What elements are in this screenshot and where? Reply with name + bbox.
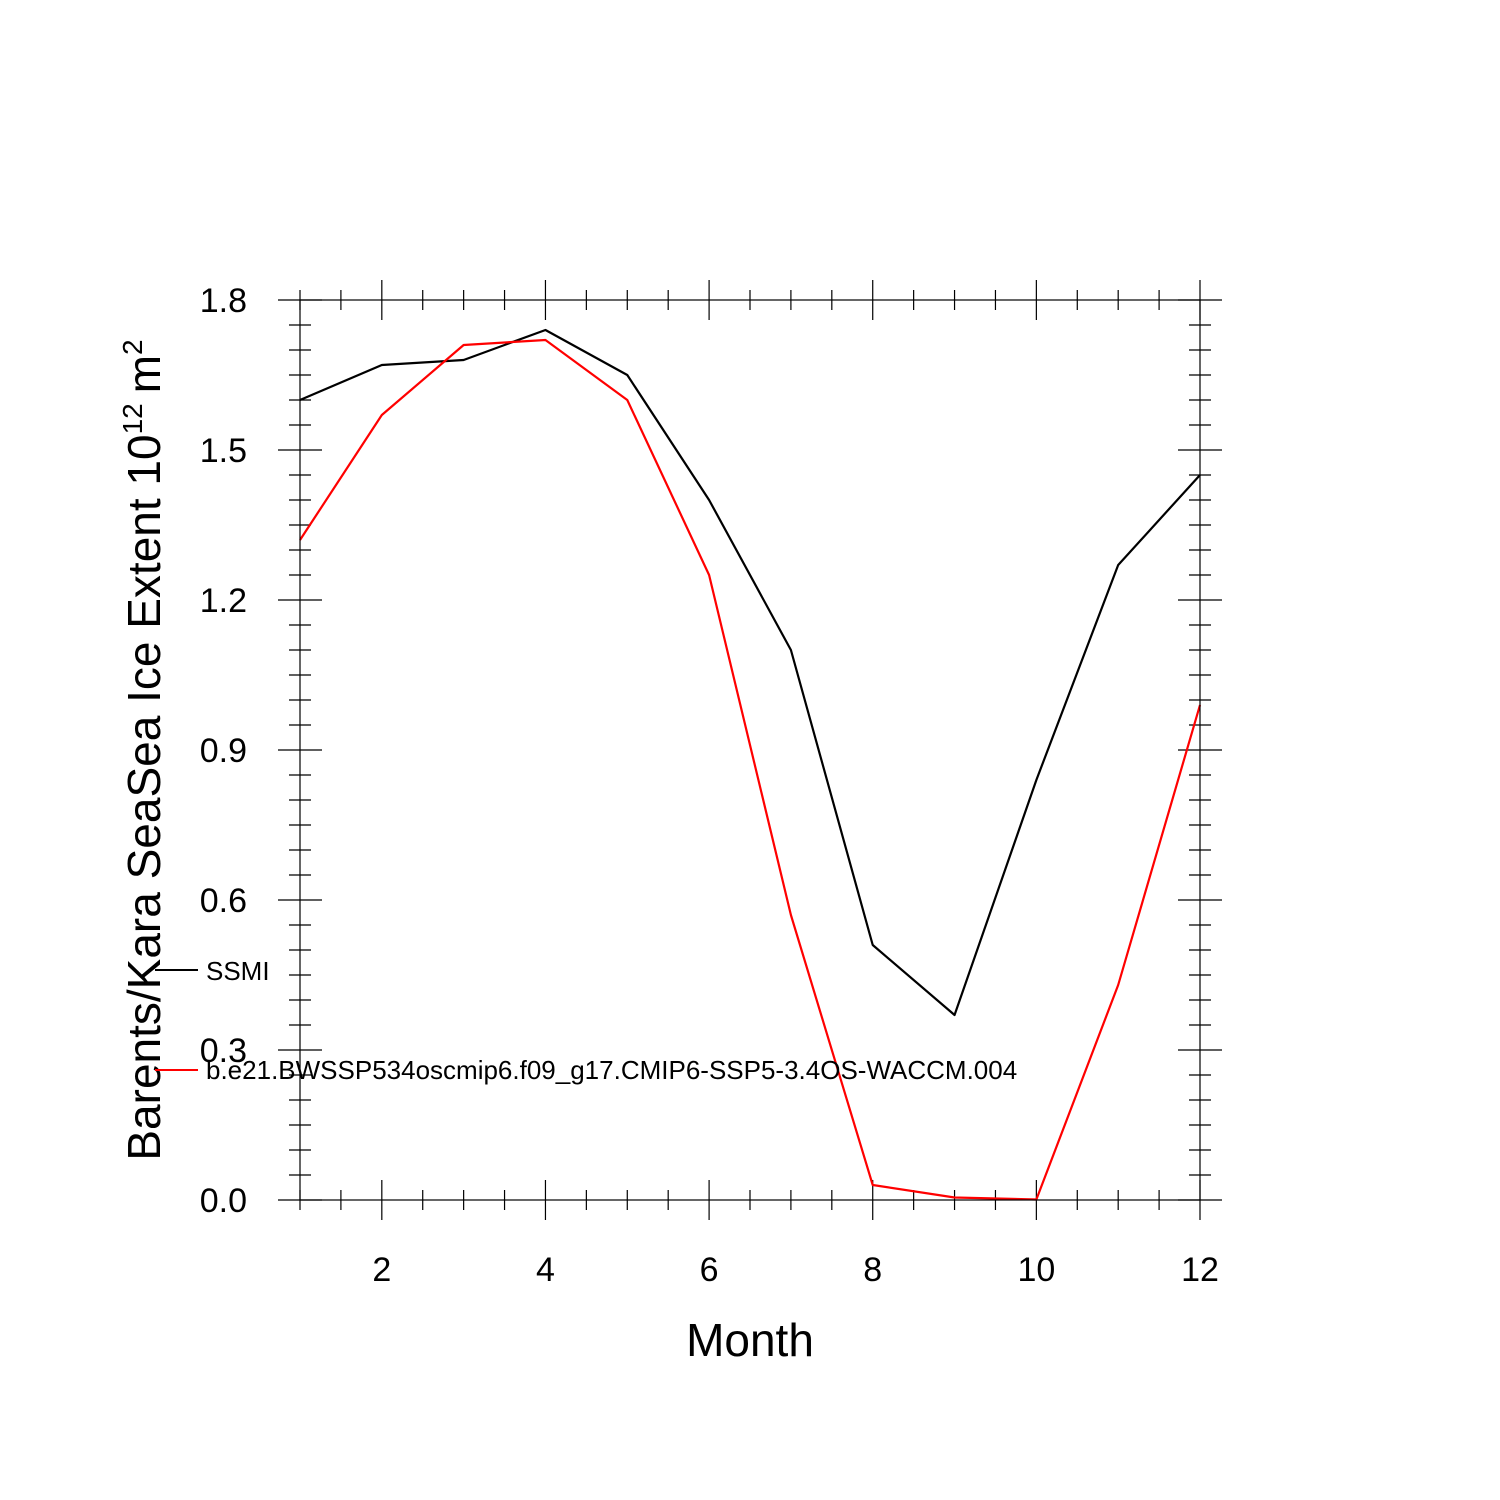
x-axis-title: Month [686,1314,814,1366]
legend-label-waccm: b.e21.BWSSP534oscmip6.f09_g17.CMIP6-SSP5… [206,1055,1017,1085]
legend: SSMI b.e21.BWSSP534oscmip6.f09_g17.CMIP6… [155,956,1017,1085]
tick-labels: 2 4 6 8 10 12 0.0 0.3 0.6 0.9 1.2 1.5 1.8 [200,282,1219,1289]
y-tick-label: 0.9 [200,732,247,770]
x-tick-label: 8 [863,1251,882,1289]
x-tick-label: 6 [700,1251,719,1289]
y-tick-label: 1.8 [200,282,247,320]
series-line-waccm [299,338,1202,1201]
x-tick-label: 10 [1017,1251,1055,1289]
y-tick-label: 1.5 [200,432,247,470]
series-line-ssmi [299,328,1201,1017]
y-tick-label: 0.3 [200,1032,247,1070]
x-tick-label: 4 [536,1251,555,1289]
x-tick-label: 12 [1181,1251,1219,1289]
series-lines [299,328,1202,1201]
x-tick-label: 2 [372,1251,391,1289]
y-axis-title: Barents/Kara SeaSea Ice Extent 1012m2 [117,339,170,1160]
y-tick-label: 0.6 [200,882,247,920]
plot-frame [299,299,1201,1201]
y-tick-label: 1.2 [200,582,247,620]
legend-label-ssmi: SSMI [206,956,270,986]
y-tick-label: 0.0 [200,1182,247,1220]
